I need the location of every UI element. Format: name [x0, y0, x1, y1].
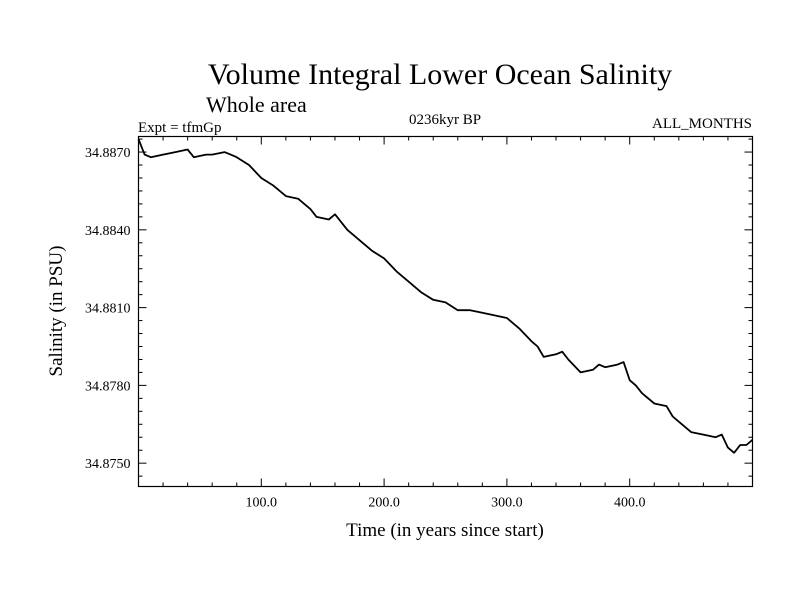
y-tick-label: 34.8810	[85, 302, 131, 317]
axis-tick-labels: 100.0 200.0 300.0 400.0 34.8750 34.8780 34.881…	[85, 146, 645, 510]
months-label: ALL_MONTHS	[652, 116, 752, 132]
y-axis-label: Salinity (in PSU)	[46, 246, 67, 377]
salinity-series-line	[137, 138, 754, 454]
axis-ticks	[138, 136, 753, 487]
chart-subtitle: Whole area	[206, 92, 307, 117]
y-tick-label: 34.8750	[85, 457, 131, 472]
x-tick-label: 100.0	[246, 496, 278, 511]
x-tick-label: 400.0	[614, 496, 646, 511]
chart-title: Volume Integral Lower Ocean Salinity	[208, 58, 672, 91]
x-tick-label: 300.0	[491, 496, 523, 511]
x-axis-label: Time (in years since start)	[346, 520, 544, 541]
y-tick-label: 34.8840	[85, 224, 131, 239]
y-tick-label: 34.8780	[85, 379, 131, 394]
experiment-label: Expt = tfmGp	[138, 120, 221, 136]
plot-frame	[137, 135, 754, 488]
y-tick-label: 34.8870	[85, 146, 131, 161]
period-label: 0236kyr BP	[409, 112, 481, 128]
x-tick-label: 200.0	[368, 496, 400, 511]
